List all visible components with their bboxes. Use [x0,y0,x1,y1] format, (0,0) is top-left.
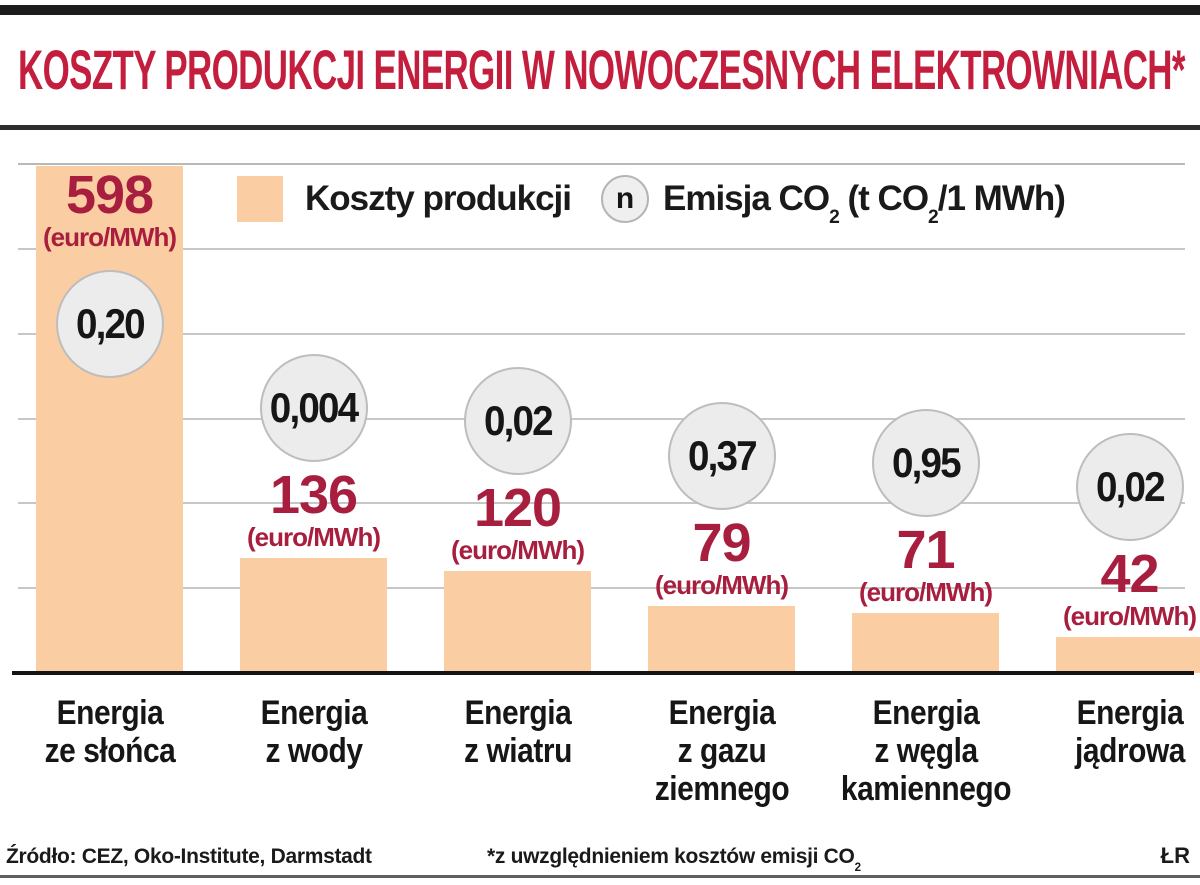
category-label-line: z węgla [873,732,978,770]
chart-plot: 598 (euro/MWh) 0,20 136 (euro/MWh) 0,004 120 (e… [12,163,1200,675]
co2-value: 0,02 [1095,463,1166,511]
text-part: /1 MWh) [937,179,1066,218]
category-label-line: Energia [668,694,775,732]
category-label-line: Energia [464,694,571,732]
subscript: 2 [829,207,840,229]
co2-emission-circle: 0,02 [463,367,572,476]
category-label: Energia z węgla kamiennego [829,694,1023,808]
cost-value: 120 [473,478,562,539]
category-label-line: kamiennego [840,770,1011,808]
category-label-line: jądrowa [1074,732,1185,770]
text-part: *z uwzględnieniem kosztów emisji CO [487,845,855,868]
cost-value: 71 [896,519,955,580]
cost-label: 120 (euro/MWh) [416,481,620,565]
page-title: KOSZTY PRODUKCJI ENERGII W NOWOCZESNYCH … [18,42,1186,98]
cost-bar [852,612,999,673]
co2-value: 0,20 [75,300,146,347]
legend-costs-label: Koszty produkcji [305,179,572,218]
co2-emission-circle: 0,004 [259,353,368,462]
category-label-line: z gazu [677,732,766,770]
cost-unit: (euro/MWh) [1063,601,1197,632]
gridline [18,163,1185,165]
co2-value: 0,37 [687,431,758,479]
top-black-bar [0,5,1200,15]
cost-value: 598 [65,165,154,225]
co2-value: 0,95 [891,438,962,486]
footnote: *z uwzględnieniem kosztów emisji CO2 [487,845,861,874]
cost-bar [1056,637,1200,673]
legend-emission-marker-letter: n [615,182,635,215]
category-label-line: ziemnego [654,770,789,808]
cost-bar [648,605,795,673]
category-label: Energia jądrowa [1033,694,1200,770]
category-label: Energia z gazu ziemnego [625,694,819,808]
gridline [18,417,1185,420]
co2-value: 0,004 [269,383,359,431]
source-note: Źródło: CEZ, Oko-Institute, Darmstadt [6,845,372,868]
cost-unit: (euro/MWh) [451,535,585,566]
co2-emission-circle: 0,37 [667,401,776,510]
co2-value: 0,02 [483,397,554,445]
page-title-text: KOSZTY PRODUKCJI ENERGII W NOWOCZESNYCH … [18,38,1186,101]
subscript: 2 [928,207,939,229]
category-label-line: Energia [872,694,979,732]
category-label-line: ze słońca [44,732,175,770]
cost-unit: (euro/MWh) [859,576,993,607]
cost-label: 598 (euro/MWh) [8,168,212,252]
cost-bar [240,557,387,673]
cost-unit: (euro/MWh) [247,521,381,552]
category-label: Energia z wiatru [421,694,615,770]
co2-emission-circle: 0,20 [55,270,164,378]
cost-value: 136 [269,464,358,525]
cost-label: 42 (euro/MWh) [1028,547,1200,631]
cost-label: 71 (euro/MWh) [824,523,1028,607]
gridline [18,587,1185,590]
category-label-line: Energia [260,694,367,732]
category-label-line: z wody [264,732,363,770]
category-label: Energia ze słońca [13,694,207,770]
cost-value: 42 [1100,544,1159,605]
chart-legend: Koszty produkcji n Emisja CO2 (t CO2/1 M… [237,175,1066,228]
cost-bar [36,165,183,673]
cost-value: 79 [692,512,751,573]
category-label-line: Energia [1076,694,1183,732]
title-divider [0,125,1200,130]
gridline [18,247,1185,250]
cost-label: 79 (euro/MWh) [620,516,824,600]
legend-costs-swatch [237,176,283,222]
author-credit: ŁR [1160,843,1190,868]
subscript: 2 [854,862,861,875]
co2-emission-circle: 0,95 [871,408,980,517]
cost-unit: (euro/MWh) [655,569,789,600]
category-label-line: Energia [56,694,163,732]
text-part: Emisja CO [662,179,830,218]
category-label: Energia z wody [217,694,411,770]
gridline [18,502,1185,505]
bottom-divider [0,875,1200,878]
text-part: (t CO [838,179,930,218]
gridline [18,332,1185,335]
legend-emission-label: Emisja CO2 (t CO2/1 MWh) [662,175,1066,228]
cost-unit: (euro/MWh) [43,222,177,252]
cost-label: 136 (euro/MWh) [212,468,416,552]
cost-bar [444,571,591,673]
legend-emission-marker-icon: n [600,175,649,223]
category-label-line: z wiatru [463,732,572,770]
co2-emission-circle: 0,02 [1075,433,1184,542]
x-axis-baseline [12,671,1194,675]
